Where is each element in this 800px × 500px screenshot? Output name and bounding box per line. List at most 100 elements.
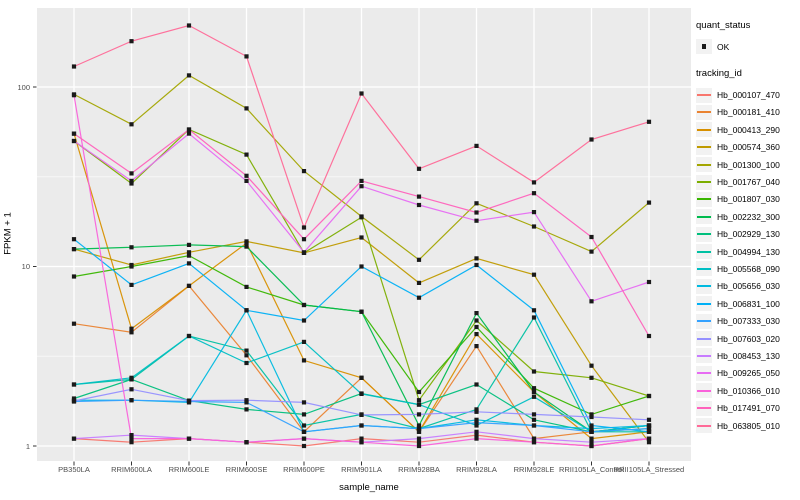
- data-point-marker: [531, 272, 537, 277]
- legend-label: Hb_002232_300: [717, 211, 780, 222]
- data-point-marker: [359, 375, 364, 380]
- data-point-marker: [244, 239, 249, 244]
- data-point-marker: [589, 426, 594, 431]
- data-point-marker: [474, 407, 479, 412]
- data-point-marker: [129, 39, 134, 44]
- legend-label: Hb_000413_290: [717, 124, 780, 135]
- legend-quant-status: quant_status OK: [696, 20, 799, 55]
- data-point-marker: [531, 440, 537, 445]
- data-point-marker: [416, 423, 422, 428]
- data-point-marker: [244, 173, 249, 178]
- data-point-marker: [531, 386, 537, 391]
- data-point-marker: [244, 353, 249, 358]
- legend-label: Hb_005656_030: [717, 281, 780, 292]
- data-point-marker: [416, 389, 422, 395]
- data-point-marker: [416, 412, 422, 417]
- data-point-marker: [589, 412, 594, 417]
- data-point-marker: [301, 429, 307, 434]
- data-point-marker: [71, 247, 77, 252]
- legend-item-Hb_017491_070: Hb_017491_070: [696, 399, 799, 416]
- legend-color-line-icon: [697, 285, 711, 288]
- data-point-marker: [129, 245, 134, 250]
- data-point-marker: [129, 326, 134, 331]
- x-tick-label: RRIM928LE: [513, 465, 555, 474]
- x-tick-label: PB350LA: [58, 465, 90, 474]
- data-point-marker: [129, 264, 134, 269]
- x-tick-label: RRIM901LA: [341, 465, 382, 474]
- data-point-marker: [646, 440, 652, 445]
- legend-label: Hb_006831_100: [717, 298, 780, 309]
- legend-color-line-icon: [697, 233, 711, 236]
- legend-color-line-icon: [697, 372, 711, 375]
- data-point-marker: [359, 235, 364, 240]
- data-point-marker: [244, 308, 249, 313]
- legend-key: [696, 365, 712, 381]
- data-point-marker: [301, 412, 307, 417]
- legend-color-line-icon: [697, 337, 711, 340]
- data-point-marker: [531, 210, 537, 215]
- data-point-marker: [301, 302, 307, 308]
- data-point-marker: [416, 202, 422, 208]
- legend-item-Hb_007333_030: Hb_007333_030: [696, 312, 799, 329]
- legend-label: Hb_000107_470: [717, 90, 780, 101]
- data-point-marker: [301, 358, 307, 363]
- x-axis-title: sample_name: [339, 482, 399, 493]
- data-point-marker: [531, 394, 537, 399]
- data-point-marker: [416, 280, 422, 285]
- data-point-marker: [359, 91, 364, 96]
- data-point-marker: [186, 131, 192, 136]
- data-point-marker: [129, 181, 134, 186]
- data-point-marker: [244, 54, 249, 59]
- data-point-marker: [474, 256, 479, 261]
- legend-key: [696, 400, 712, 416]
- legend-label: Hb_004994_130: [717, 246, 780, 257]
- data-point-marker: [244, 152, 249, 157]
- legend-key: [696, 278, 712, 294]
- data-point-marker: [474, 344, 479, 349]
- data-point-marker: [531, 308, 537, 313]
- legend-item-Hb_004994_130: Hb_004994_130: [696, 243, 799, 260]
- x-tick-label: RRII105LA_Control: [558, 465, 625, 474]
- data-point-marker: [186, 73, 192, 78]
- legend-label: Hb_001767_040: [717, 177, 780, 188]
- panel-background: [37, 8, 691, 461]
- legend-color-line-icon: [697, 163, 711, 166]
- data-point-marker: [244, 178, 249, 183]
- legend-color-line-icon: [697, 111, 711, 114]
- data-point-marker: [416, 166, 422, 171]
- legend-label: Hb_009265_050: [717, 368, 780, 379]
- legend-color-line-icon: [697, 181, 711, 184]
- data-point-marker: [474, 409, 479, 414]
- legend-label: Hb_063805_010: [717, 420, 780, 431]
- data-point-marker: [474, 429, 479, 434]
- legend-quant-status-title: quant_status: [696, 20, 751, 31]
- data-point-marker: [416, 402, 422, 407]
- legend-key: [696, 226, 712, 242]
- legend-item-Hb_001807_030: Hb_001807_030: [696, 191, 799, 208]
- legend-key: [696, 209, 712, 225]
- legend-item-Hb_001300_100: Hb_001300_100: [696, 156, 799, 173]
- data-point-marker: [359, 215, 364, 220]
- legend-item-Hb_001767_040: Hb_001767_040: [696, 173, 799, 190]
- data-point-marker: [416, 440, 422, 445]
- data-point-marker: [186, 250, 192, 255]
- legend-key: [696, 244, 712, 260]
- data-point-marker: [186, 253, 192, 258]
- data-point-marker: [244, 407, 249, 412]
- data-point-marker: [646, 119, 652, 124]
- data-point-marker: [359, 423, 364, 428]
- data-point-marker: [186, 23, 192, 28]
- legend-key: [696, 296, 712, 312]
- data-point-marker: [474, 436, 479, 441]
- data-point-marker: [186, 398, 192, 403]
- legend-item-Hb_000574_360: Hb_000574_360: [696, 139, 799, 156]
- legend-item-Hb_000107_470: Hb_000107_470: [696, 86, 799, 103]
- legend-label: Hb_010366_010: [717, 385, 780, 396]
- data-point-marker: [531, 412, 537, 417]
- data-point-marker: [531, 436, 537, 441]
- legend-color-line-icon: [697, 250, 711, 253]
- data-point-marker: [531, 369, 537, 374]
- data-point-marker: [531, 191, 537, 196]
- data-point-marker: [71, 138, 77, 144]
- data-point-marker: [244, 440, 249, 445]
